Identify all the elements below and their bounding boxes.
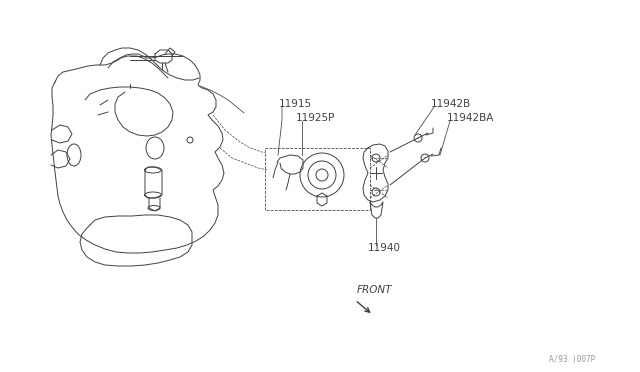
Text: FRONT: FRONT xyxy=(357,285,392,295)
Text: 11925P: 11925P xyxy=(296,113,335,123)
Text: 11942B: 11942B xyxy=(431,99,471,109)
Text: A/93 )007P: A/93 )007P xyxy=(548,355,595,364)
Text: 11915: 11915 xyxy=(279,99,312,109)
Text: 11942BA: 11942BA xyxy=(447,113,494,123)
Text: 11940: 11940 xyxy=(368,243,401,253)
